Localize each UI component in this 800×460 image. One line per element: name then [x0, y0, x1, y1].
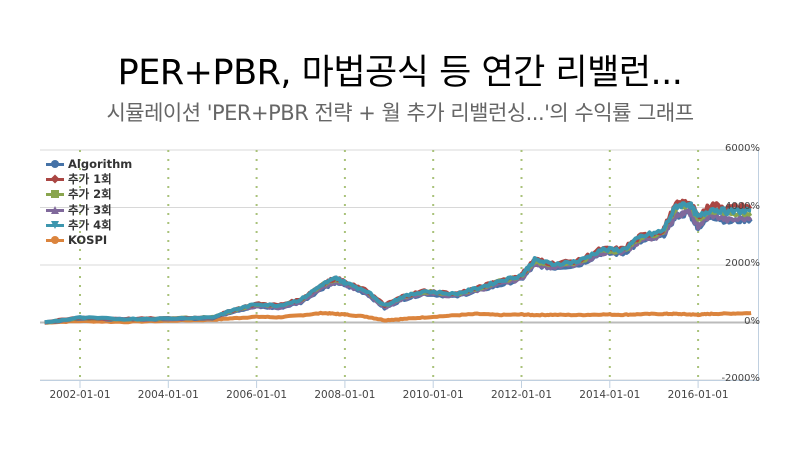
chart-title: PER+PBR, 마법공식 등 연간 리밸런...: [117, 53, 683, 93]
legend-item[interactable]: 추가 1회: [46, 171, 132, 186]
legend-item[interactable]: Algorithm: [46, 156, 132, 171]
diamond-marker-icon: [46, 173, 64, 185]
circle-marker-icon: [46, 158, 64, 170]
legend-label: KOSPI: [68, 233, 108, 248]
gridlines: [40, 149, 758, 381]
x-tick-label: 2008-01-01: [314, 389, 376, 401]
legend-item[interactable]: 추가 3회: [46, 202, 132, 217]
x-tick-label: 2010-01-01: [402, 389, 464, 401]
legend-label: 추가 1회: [68, 171, 112, 186]
axes: [40, 150, 759, 388]
x-tick-label: 2004-01-01: [137, 389, 199, 401]
x-tick-label: 2006-01-01: [226, 389, 288, 401]
y-tick-label: 0%: [744, 315, 760, 327]
x-tick-label: 2012-01-01: [490, 389, 553, 401]
y-tick-label: 4000%: [725, 200, 760, 212]
square-marker-icon: [46, 188, 64, 200]
series-추가-2회: [44, 202, 753, 325]
series-추가-4회: [44, 201, 752, 325]
legend-item[interactable]: 추가 2회: [46, 187, 132, 202]
x-tick-label: 2014-01-01: [579, 389, 641, 401]
circle-marker-icon: [46, 234, 64, 246]
series-Algorithm: [44, 209, 753, 325]
y-tick-label: 6000%: [725, 143, 760, 154]
y-tick-label: 2000%: [725, 258, 760, 269]
y-tick-label: -2000%: [721, 373, 760, 384]
series-lines: [44, 198, 753, 325]
x-tick-label: 2002-01-01: [49, 389, 111, 401]
triangle-down-marker-icon: [46, 219, 64, 231]
legend-item[interactable]: 추가 4회: [46, 217, 132, 232]
legend: Algorithm 추가 1회 추가 2회 추가 3회 추가 4회 KOSPI: [46, 156, 132, 248]
chart-subtitle: 시뮬레이션 'PER+PBR 전략 + 월 추가 리밸런싱...'의 수익률 그…: [106, 101, 694, 125]
series-KOSPI: [44, 310, 752, 325]
triangle-marker-icon: [46, 204, 64, 216]
legend-label: 추가 4회: [68, 217, 112, 232]
legend-item[interactable]: KOSPI: [46, 232, 132, 247]
legend-label: 추가 2회: [68, 187, 112, 202]
legend-label: Algorithm: [68, 156, 133, 171]
x-tick-label: 2016-01-01: [667, 389, 729, 401]
legend-label: 추가 3회: [68, 202, 112, 217]
series-추가-3회: [44, 207, 753, 325]
